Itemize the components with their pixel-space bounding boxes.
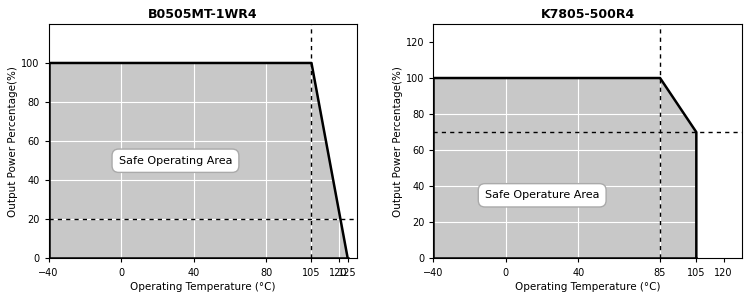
Title: K7805-500R4: K7805-500R4 (541, 8, 634, 21)
Text: Safe Operature Area: Safe Operature Area (485, 190, 599, 200)
Y-axis label: Output Power Percentage(%): Output Power Percentage(%) (393, 66, 403, 217)
Y-axis label: Output Power Percentage(%): Output Power Percentage(%) (8, 66, 18, 217)
Text: Safe Operating Area: Safe Operating Area (118, 156, 232, 166)
Polygon shape (433, 78, 696, 259)
Title: B0505MT-1WR4: B0505MT-1WR4 (148, 8, 257, 21)
X-axis label: Operating Temperature (°C): Operating Temperature (°C) (130, 282, 275, 292)
X-axis label: Operating Temperature (°C): Operating Temperature (°C) (514, 282, 660, 292)
Polygon shape (49, 63, 348, 259)
